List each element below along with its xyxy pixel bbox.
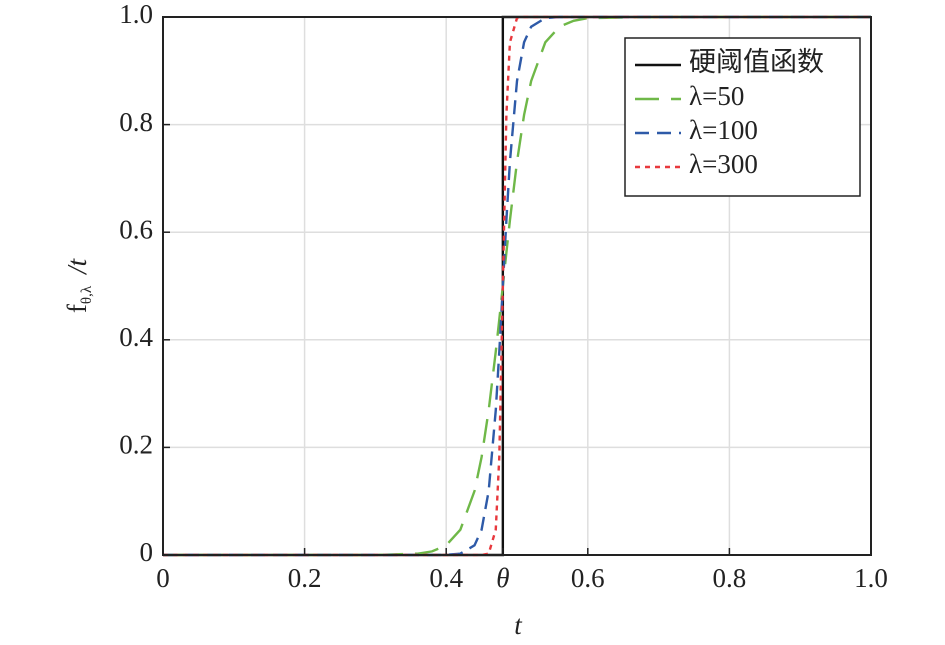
tick-layer: 0 0.2 0.4 θ 0.6 0.8 1.0 0 0.2 0.4 0.6 0.8 1.0 bbox=[119, 0, 888, 593]
x-tick-label: 1.0 bbox=[854, 563, 888, 593]
x-tick-label: 0.8 bbox=[713, 563, 747, 593]
legend-label: λ=50 bbox=[689, 81, 744, 111]
x-tick-label: 0.4 bbox=[429, 563, 463, 593]
y-tick-label: 1.0 bbox=[119, 0, 153, 29]
y-label-main: f bbox=[62, 304, 92, 313]
y-tick-label: 0.8 bbox=[119, 107, 153, 137]
y-label-tail: /t bbox=[62, 257, 92, 276]
legend-label: 硬阈值函数 bbox=[689, 47, 824, 77]
x-tick-label: 0.6 bbox=[571, 563, 605, 593]
legend-label: λ=100 bbox=[689, 115, 758, 145]
y-tick-label: 0 bbox=[140, 537, 154, 567]
y-tick-label: 0.2 bbox=[119, 430, 153, 460]
y-tick-label: 0.4 bbox=[119, 322, 153, 352]
y-label-sub: θ,λ bbox=[79, 285, 95, 304]
legend: 硬阈值函数 λ=50 λ=100 λ=300 bbox=[624, 37, 861, 197]
x-tick-label: 0.2 bbox=[288, 563, 322, 593]
x-tick-label: θ bbox=[496, 563, 509, 593]
y-tick-label: 0.6 bbox=[119, 214, 153, 244]
y-axis-label: fθ,λ/t bbox=[62, 257, 95, 313]
axes-frame bbox=[162, 16, 872, 556]
x-tick-label: 0 bbox=[156, 563, 170, 593]
x-axis-label: t bbox=[514, 610, 523, 640]
legend-label: λ=300 bbox=[689, 149, 758, 179]
series-line bbox=[163, 15, 871, 557]
